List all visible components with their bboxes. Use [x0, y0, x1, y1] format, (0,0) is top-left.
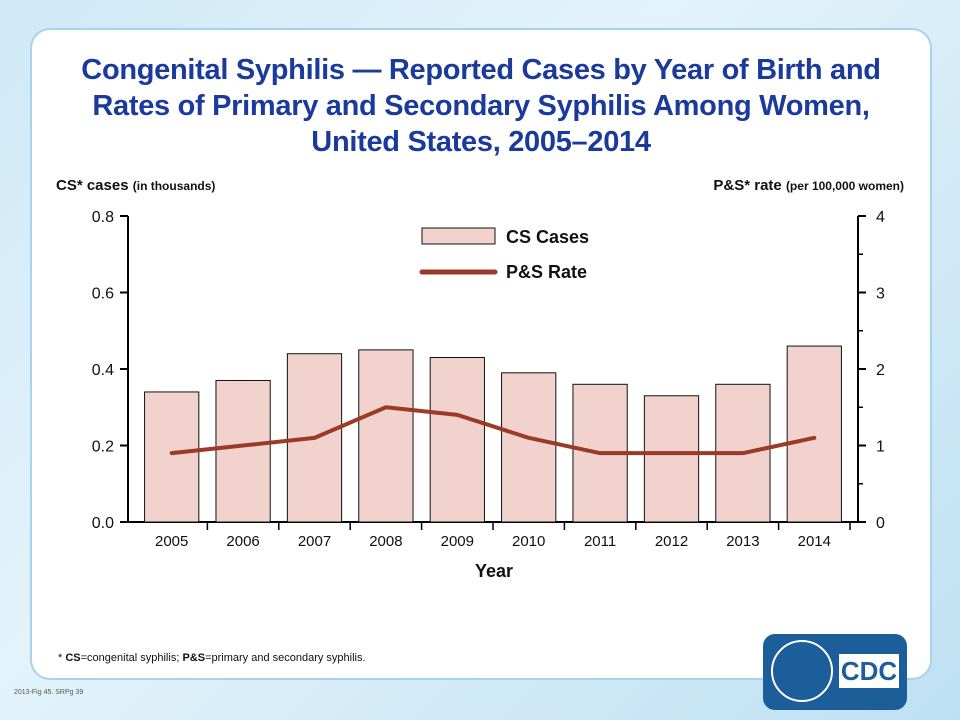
- left-tick-label: 0.0: [92, 515, 114, 532]
- bar: [215, 379, 271, 523]
- bar: [786, 345, 842, 523]
- bar: [643, 395, 700, 523]
- right-axis-unit: (per 100,000 women): [785, 179, 904, 193]
- footnote-ps-def: =primary and secondary syphilis.: [205, 652, 366, 664]
- bar: [358, 349, 414, 523]
- bar: [501, 372, 557, 523]
- line-series: [169, 405, 817, 456]
- footnote-cs-def: =congenital syphilis;: [80, 652, 183, 664]
- title-line-3: United States, 2005–2014: [311, 126, 651, 158]
- footnote-ps-abbr: P&S: [182, 652, 206, 664]
- left-tick-label: 0.6: [92, 286, 114, 303]
- cdc-logo: CDC: [763, 634, 907, 710]
- x-axis-title: Year: [475, 561, 513, 581]
- x-tick-label: 2005: [155, 533, 188, 550]
- right-tick-label: 4: [876, 209, 885, 226]
- left-tick-label: 0.2: [92, 439, 114, 456]
- x-tick-label: 2010: [512, 533, 545, 550]
- x-tick-label: 2011: [584, 533, 616, 550]
- bar: [144, 391, 200, 523]
- x-tick-label: 2013: [726, 533, 759, 550]
- source-note: 2013-Fig 45. SRPg 39: [14, 689, 84, 696]
- chart-legend: CS Cases P&S Rate: [419, 227, 589, 282]
- legend-label-cs-cases: CS Cases: [506, 227, 589, 247]
- cdc-logo-text: CDC: [839, 654, 899, 688]
- title-line-1: Congenital Syphilis — Reported Cases by …: [81, 54, 881, 86]
- left-tick-label: 0.8: [92, 209, 114, 226]
- slide-panel: Congenital Syphilis — Reported Cases by …: [32, 30, 930, 678]
- title-line-2: Rates of Primary and Secondary Syphilis …: [92, 90, 870, 122]
- x-tick-label: 2007: [298, 533, 331, 550]
- legend-swatch-cs-cases: [421, 227, 496, 245]
- rate-line: [169, 405, 817, 456]
- x-tick-label: 2014: [798, 533, 831, 550]
- x-tick-label: 2008: [369, 533, 402, 550]
- right-axis-label: P&S* rate: [713, 177, 782, 194]
- x-tick-label: 2006: [226, 533, 259, 550]
- x-tick-label: 2012: [655, 533, 688, 550]
- footnote-star: *: [58, 652, 66, 664]
- left-axis-label: CS* cases: [56, 177, 129, 194]
- legend-label-ps-rate: P&S Rate: [506, 262, 587, 282]
- hhs-seal-icon: [771, 640, 833, 702]
- footnote: * CS=congenital syphilis; P&S=primary an…: [58, 652, 366, 664]
- right-tick-label: 3: [876, 286, 885, 303]
- left-axis-heading: CS* cases (in thousands): [56, 177, 215, 194]
- chart-title: Congenital Syphilis — Reported Cases by …: [32, 52, 930, 160]
- left-axis-unit: (in thousands): [132, 179, 216, 193]
- right-tick-label: 0: [876, 515, 885, 532]
- right-axis-heading: P&S* rate (per 100,000 women): [713, 177, 904, 194]
- right-tick-label: 2: [876, 362, 885, 379]
- right-tick-label: 1: [876, 439, 885, 456]
- bar: [429, 357, 485, 523]
- left-tick-label: 0.4: [92, 362, 114, 379]
- x-tick-label: 2009: [441, 533, 474, 550]
- bar-series: [144, 345, 842, 523]
- footnote-cs-abbr: CS: [65, 652, 81, 664]
